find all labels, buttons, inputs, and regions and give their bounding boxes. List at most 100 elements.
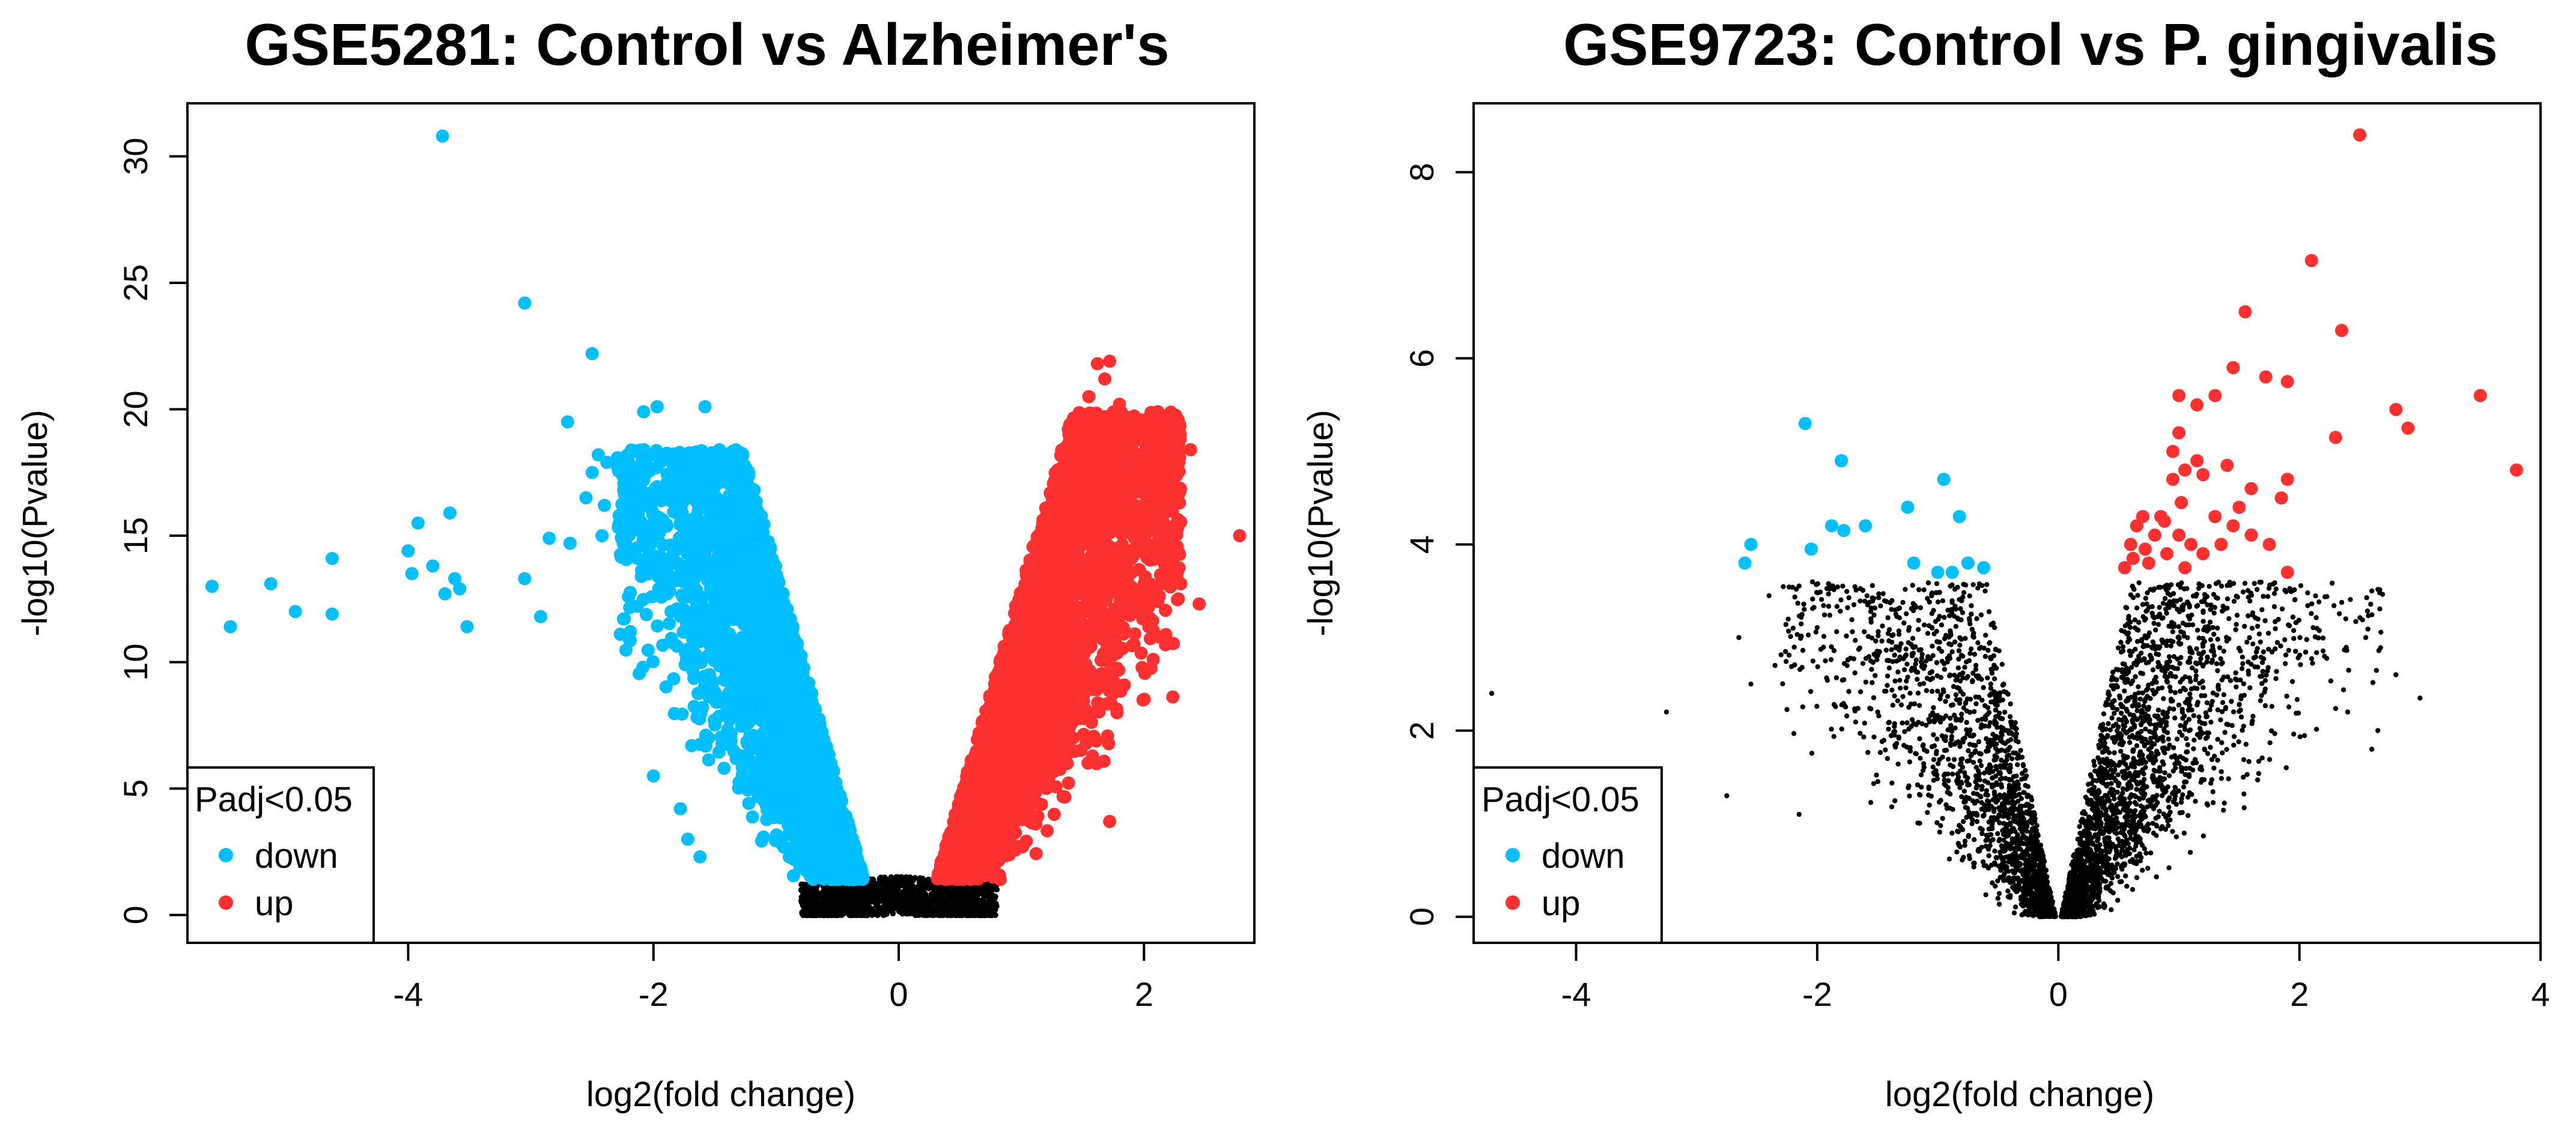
data-point [646, 769, 660, 783]
data-point [866, 895, 873, 901]
data-point [751, 564, 765, 578]
data-point [438, 587, 452, 601]
data-point [585, 465, 599, 479]
data-point [264, 577, 278, 591]
data-point [687, 460, 700, 474]
data-point [984, 911, 991, 918]
data-point [641, 567, 655, 581]
data-point [669, 491, 683, 504]
data-point [863, 889, 869, 895]
data-point [783, 828, 797, 841]
data-point [890, 881, 897, 888]
data-point [829, 825, 843, 839]
data-point [223, 620, 237, 634]
data-point [460, 620, 474, 634]
data-point [957, 892, 964, 898]
data-point [686, 641, 700, 655]
data-point [851, 895, 857, 901]
data-point [750, 610, 764, 623]
data-point [712, 709, 726, 723]
data-point [633, 667, 646, 680]
data-point [700, 686, 714, 700]
data-point [985, 891, 992, 897]
data-point [917, 875, 923, 882]
volcano-plot-gse5281: GSE5281: Control vs Alzheimer's -4 -2 0 2 0… [16, 11, 1256, 1114]
data-point [1029, 847, 1043, 861]
data-point [693, 712, 706, 725]
data-point [864, 912, 870, 918]
data-point [616, 612, 630, 626]
data-point [771, 610, 785, 623]
data-point [1057, 790, 1071, 804]
data-point [826, 850, 840, 864]
data-point [687, 574, 700, 588]
data-point [699, 728, 712, 742]
data-point [825, 912, 832, 918]
data-point [931, 887, 938, 894]
data-point [737, 473, 750, 487]
data-point [681, 832, 694, 846]
data-point [715, 610, 729, 623]
data-point [702, 753, 715, 767]
data-point [717, 519, 731, 533]
data-point [685, 530, 699, 543]
data-point [784, 770, 798, 784]
data-point [765, 770, 779, 784]
data-point [764, 540, 777, 554]
data-point [205, 580, 219, 593]
data-point [761, 719, 775, 732]
data-point [931, 912, 937, 918]
data-point [533, 610, 547, 623]
data-point [652, 525, 666, 539]
data-point [624, 625, 637, 638]
data-point [791, 723, 804, 737]
data-point [771, 686, 785, 700]
data-point [688, 653, 702, 667]
data-point [717, 761, 731, 775]
data-point [941, 901, 947, 908]
data-point [634, 515, 648, 529]
data-point [651, 619, 664, 633]
data-point [842, 893, 848, 900]
data-point [780, 731, 794, 745]
data-point [928, 901, 935, 908]
data-point [869, 888, 875, 895]
data-point [681, 590, 694, 604]
data-point [907, 889, 913, 895]
data-point [807, 900, 813, 906]
data-point [681, 479, 694, 492]
data-point [720, 662, 734, 676]
data-point [690, 552, 704, 566]
data-point [905, 898, 912, 905]
data-point [877, 909, 884, 916]
data-point [787, 792, 801, 805]
data-point [831, 901, 837, 908]
data-point [667, 672, 681, 686]
data-point [723, 691, 737, 704]
data-point [645, 503, 659, 517]
data-point [649, 481, 663, 495]
data-point [518, 296, 532, 310]
data-point [799, 882, 806, 888]
data-point [744, 580, 758, 593]
data-point [705, 450, 719, 464]
data-point [952, 891, 958, 897]
data-point [839, 912, 845, 918]
data-point [698, 400, 712, 414]
data-point [737, 772, 750, 786]
data-point [813, 888, 819, 894]
data-point [858, 895, 864, 902]
data-point [820, 815, 834, 829]
data-point [794, 818, 808, 832]
data-point [443, 506, 457, 520]
data-point [944, 894, 951, 900]
data-point [824, 757, 838, 770]
data-point [896, 878, 903, 885]
data-point [618, 462, 632, 476]
data-point [771, 639, 785, 653]
data-point [687, 671, 700, 685]
data-point [831, 912, 838, 918]
data-point [923, 879, 929, 885]
data-point [657, 569, 670, 583]
